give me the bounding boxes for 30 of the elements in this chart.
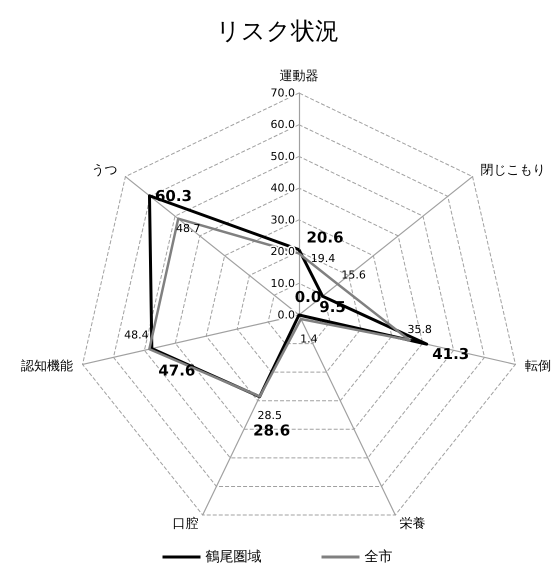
- data-label: 1.4: [300, 332, 318, 346]
- legend-label: 全市: [364, 549, 392, 565]
- data-label: 28.6: [253, 422, 290, 440]
- spoke-label: 口腔: [172, 516, 198, 532]
- data-label: 48.7: [176, 222, 200, 236]
- spoke-label: 閉じこもり: [480, 162, 546, 178]
- data-label: 35.8: [407, 322, 432, 336]
- data-label: 19.4: [310, 252, 336, 265]
- y-tick-label: 30.0: [270, 213, 295, 226]
- data-label: 47.6: [158, 362, 196, 380]
- y-tick-label: 0.0: [278, 308, 295, 322]
- data-label: 0.0: [294, 288, 322, 306]
- y-tick-label: 70.0: [270, 86, 295, 100]
- spoke-label: 栄養: [400, 516, 426, 532]
- data-label: 48.4: [124, 328, 149, 342]
- y-tick-label: 40.0: [270, 182, 295, 195]
- data-label: 20.6: [306, 228, 344, 247]
- y-tick-label: 20.0: [270, 245, 295, 258]
- spoke-label: うつ: [92, 162, 118, 178]
- legend-label: 鶴尾圏域: [206, 549, 262, 565]
- y-tick-label: 60.0: [270, 118, 295, 132]
- data-label: 41.3: [432, 345, 470, 364]
- y-tick-label: 50.0: [270, 150, 295, 163]
- chart-title: リスク状況: [216, 17, 339, 45]
- spoke-label: 転倒: [525, 359, 552, 374]
- data-label: 28.5: [258, 408, 282, 422]
- data-label: 15.6: [341, 268, 366, 282]
- spoke-label: 認知機能: [20, 359, 73, 374]
- y-tick-label: 10.0: [270, 276, 295, 290]
- spoke-label: 運動器: [280, 69, 318, 84]
